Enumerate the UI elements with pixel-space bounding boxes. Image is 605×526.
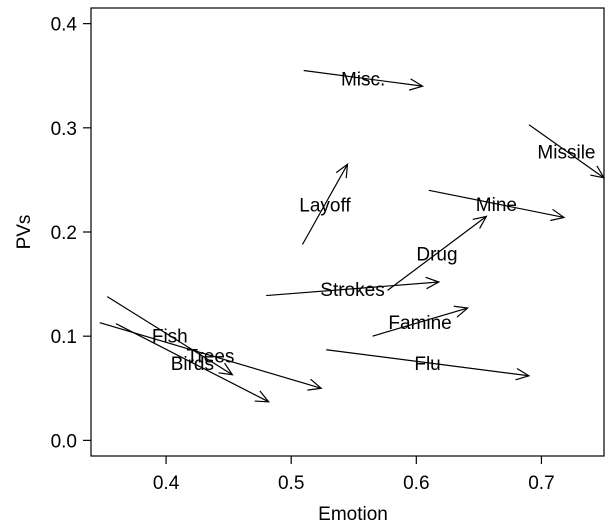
- arrow-shaft-misc: [303, 69, 423, 87]
- arrow-layoff: Layoff: [299, 162, 351, 245]
- arrow-head-strokes: [425, 276, 441, 290]
- arrow-head-misc: [408, 78, 425, 91]
- arrow-shaft-flu: [326, 349, 530, 377]
- y-tick-label-1: 0.1: [51, 327, 77, 348]
- arrow-head-missile: [590, 165, 605, 179]
- x-tick-label-3: 0.7: [528, 473, 554, 494]
- arrow-fish: Fish: [106, 296, 234, 376]
- arrow-mine: Mine: [428, 189, 566, 222]
- x-axis: 0.4 0.5 0.6 0.7: [153, 456, 555, 494]
- arrow-head-trees: [307, 378, 323, 391]
- arrow-head-fish: [218, 362, 234, 376]
- x-tick-label-0: 0.4: [153, 473, 180, 494]
- arrow-shaft-missile: [528, 124, 605, 179]
- y-tick-label-3: 0.3: [51, 119, 77, 140]
- arrow-head-birds: [254, 390, 270, 403]
- y-axis: 0.0 0.1 0.2 0.3 0.4: [51, 15, 91, 452]
- arrow-head-flu: [515, 367, 531, 381]
- arrow-label-flu: Flu: [414, 354, 440, 375]
- arrow-label-missile: Missile: [537, 142, 595, 163]
- x-tick-label-1: 0.5: [278, 473, 304, 494]
- arrow-missile: Missile: [528, 124, 605, 179]
- arrow-famine: Famine: [372, 305, 470, 337]
- arrow-label-famine: Famine: [388, 313, 451, 334]
- y-axis-label: PVs: [14, 215, 35, 250]
- arrow-shaft-layoff: [301, 163, 349, 245]
- arrow-flu: Flu: [326, 349, 531, 381]
- arrow-shaft-famine: [372, 307, 468, 337]
- arrow-shaft-strokes: [266, 281, 439, 297]
- arrow-misc: Misc.: [303, 69, 425, 91]
- arrow-label-mine: Mine: [476, 195, 517, 216]
- arrow-label-drug: Drug: [416, 244, 457, 265]
- arrow-shaft-fish: [106, 296, 233, 376]
- arrow-head-mine: [550, 208, 566, 222]
- arrow-shaft-birds: [115, 323, 269, 403]
- arrow-label-birds: Birds: [171, 354, 214, 375]
- arrow-birds: Birds: [115, 323, 270, 403]
- arrow-head-famine: [453, 305, 470, 318]
- y-tick-label-2: 0.2: [51, 223, 77, 244]
- arrow-label-strokes: Strokes: [320, 280, 384, 301]
- arrow-head-layoff: [335, 162, 349, 179]
- arrow-label-layoff: Layoff: [299, 195, 351, 216]
- y-tick-label-0: 0.0: [51, 431, 77, 452]
- arrow-shaft-drug: [387, 215, 487, 291]
- arrow-head-drug: [472, 215, 488, 229]
- arrow-strokes: Strokes: [266, 276, 441, 301]
- arrow-label-trees: Trees: [187, 346, 235, 367]
- arrow-label-fish: Fish: [152, 327, 188, 348]
- arrow-shaft-mine: [428, 189, 565, 219]
- arrow-drug: Drug: [387, 215, 488, 291]
- x-axis-label: Emotion: [318, 504, 388, 525]
- arrow-label-misc: Misc.: [341, 69, 385, 90]
- y-tick-label-4: 0.4: [51, 15, 78, 36]
- x-tick-label-2: 0.6: [403, 473, 429, 494]
